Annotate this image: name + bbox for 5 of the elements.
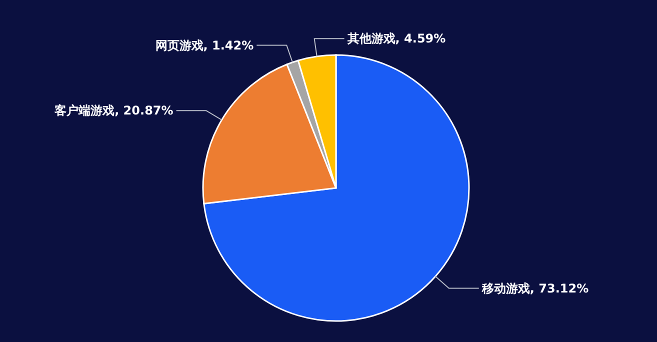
- slice-label: 移动游戏, 73.12%: [480, 281, 589, 296]
- slice-label: 网页游戏, 1.42%: [155, 38, 254, 52]
- slice-label: 其他游戏, 4.59%: [346, 32, 446, 46]
- pie-slice: [203, 54, 470, 322]
- slice-label: 客户端游戏, 20.87%: [54, 104, 174, 118]
